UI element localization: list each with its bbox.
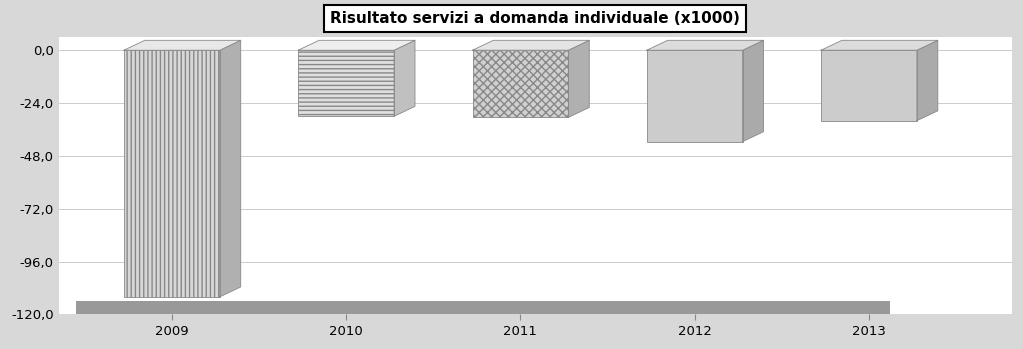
Polygon shape [299, 40, 415, 50]
Polygon shape [743, 40, 763, 142]
Polygon shape [821, 40, 938, 50]
Polygon shape [473, 40, 589, 50]
Bar [473, 50, 569, 117]
Bar [76, 301, 890, 314]
Polygon shape [394, 40, 415, 116]
Polygon shape [220, 40, 240, 297]
Bar [821, 50, 917, 121]
Polygon shape [647, 40, 763, 50]
Bar [299, 50, 394, 116]
Title: Risultato servizi a domanda individuale (x1000): Risultato servizi a domanda individuale … [330, 11, 741, 26]
Bar [647, 50, 743, 142]
Polygon shape [917, 40, 938, 121]
Bar [124, 50, 220, 297]
Polygon shape [569, 40, 589, 117]
Polygon shape [124, 40, 240, 50]
